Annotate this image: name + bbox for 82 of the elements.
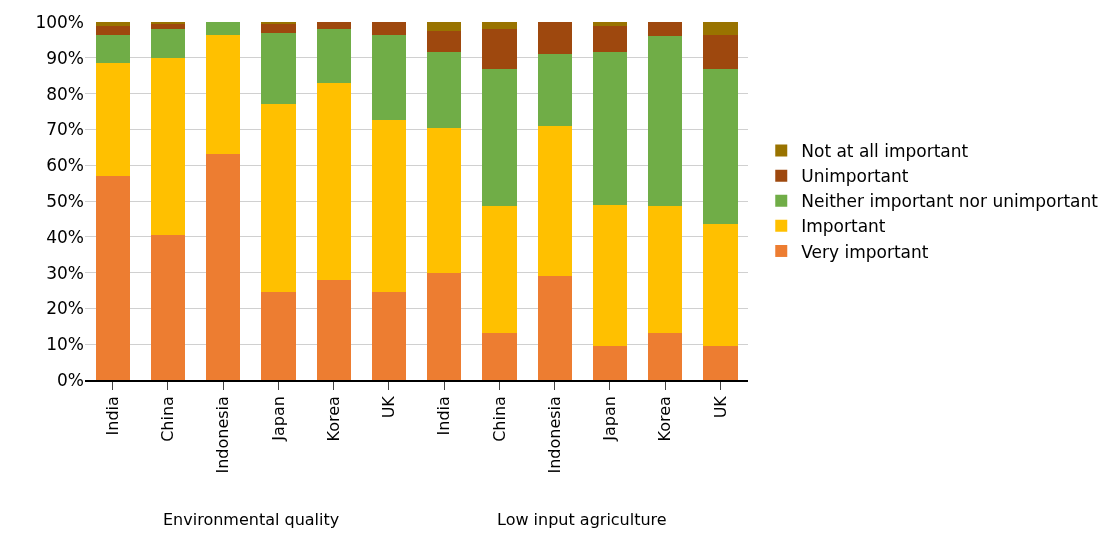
bar	[261, 32, 296, 105]
bar	[316, 29, 351, 83]
bar	[592, 204, 627, 346]
bar	[206, 154, 241, 380]
bar	[427, 127, 462, 273]
x-tick-label: India	[434, 396, 454, 436]
bar	[648, 206, 683, 334]
bar	[592, 52, 627, 205]
bar	[537, 22, 572, 55]
legend-label: Not at all important	[801, 141, 969, 162]
bar	[537, 125, 572, 277]
bar	[592, 22, 627, 26]
bar	[427, 52, 462, 128]
bar	[371, 120, 406, 293]
bar	[316, 82, 351, 280]
bar	[316, 279, 351, 380]
bar	[150, 23, 185, 30]
bar	[537, 54, 572, 126]
bar	[206, 34, 241, 155]
bar	[95, 22, 130, 26]
bar	[592, 25, 627, 53]
bar	[95, 175, 130, 380]
x-tick-label: UK	[710, 395, 730, 419]
bar	[537, 276, 572, 380]
bar	[371, 292, 406, 380]
bar	[482, 206, 517, 334]
bar	[427, 22, 462, 31]
bar	[703, 34, 738, 69]
text: Low input agriculture	[497, 510, 667, 529]
bar	[703, 345, 738, 380]
bar	[482, 22, 517, 30]
bar	[648, 333, 683, 380]
bar	[482, 29, 517, 69]
bar	[206, 22, 241, 35]
bar	[427, 30, 462, 53]
text: Environmental quality	[163, 510, 340, 529]
legend-label: Important	[801, 216, 886, 237]
bar	[95, 63, 130, 176]
legend-label: Neither important nor unimportant	[801, 191, 1099, 212]
x-tick-label: Indonesia	[213, 396, 233, 474]
bar	[703, 22, 738, 35]
bar	[316, 22, 351, 30]
y-tick-label: 100%	[35, 11, 84, 32]
y-tick-label: 80%	[46, 83, 84, 104]
bar	[95, 25, 130, 35]
bar	[648, 22, 683, 37]
bar	[703, 224, 738, 346]
legend-label: Very important	[801, 241, 929, 262]
bar	[261, 292, 296, 380]
bar	[95, 34, 130, 64]
bar	[648, 36, 683, 207]
x-tick-label: Korea	[323, 396, 343, 442]
bar	[592, 345, 627, 380]
x-tick-label: China	[158, 396, 178, 442]
bar	[427, 272, 462, 380]
y-tick-label: 40%	[46, 226, 84, 247]
bar	[482, 333, 517, 380]
bar	[371, 34, 406, 121]
x-tick-label: Japan	[600, 396, 620, 442]
bar	[371, 22, 406, 35]
y-tick-label: 90%	[46, 47, 84, 68]
bar	[150, 57, 185, 236]
bar	[261, 104, 296, 293]
y-tick-label: 50%	[46, 190, 84, 211]
bar	[261, 23, 296, 33]
y-tick-label: 10%	[46, 334, 84, 355]
legend-label: Unimportant	[801, 166, 909, 187]
y-tick-label: 70%	[46, 119, 84, 140]
y-tick-label: 60%	[46, 155, 84, 176]
bar	[482, 68, 517, 207]
x-tick-label: Korea	[655, 396, 675, 442]
y-tick-label: 20%	[46, 298, 84, 319]
x-tick-label: Japan	[268, 396, 288, 442]
x-tick-label: Indonesia	[544, 396, 564, 474]
y-tick-label: 0%	[57, 369, 84, 390]
x-tick-label: India	[102, 396, 122, 436]
y-tick-label: 30%	[46, 262, 84, 283]
x-tick-label: China	[489, 396, 509, 442]
bar	[150, 235, 185, 380]
bar	[150, 29, 185, 58]
bar	[703, 68, 738, 225]
x-tick-label: UK	[379, 395, 399, 419]
